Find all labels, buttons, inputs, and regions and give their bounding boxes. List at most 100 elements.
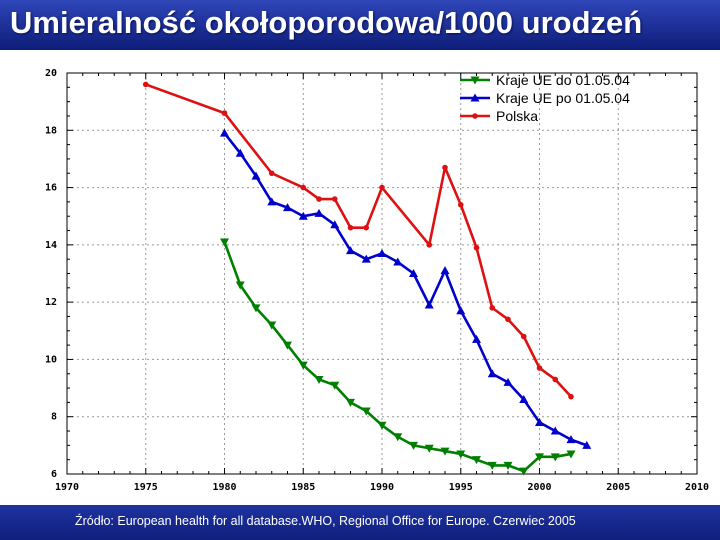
data-point <box>220 238 229 247</box>
legend-label: Polska <box>496 108 538 124</box>
data-point <box>347 224 354 231</box>
data-point <box>520 333 527 340</box>
data-point <box>519 467 529 476</box>
data-point <box>235 281 245 290</box>
data-point <box>220 128 229 137</box>
legend-item: Kraje UE do 01.05.04 <box>460 72 630 88</box>
data-point <box>393 257 403 266</box>
data-point <box>456 450 466 459</box>
legend-item: Kraje UE po 01.05.04 <box>460 90 630 106</box>
series-1 <box>220 238 576 476</box>
data-point <box>331 196 338 202</box>
data-point <box>503 377 513 386</box>
data-point <box>472 334 481 343</box>
data-point <box>487 369 497 378</box>
data-point <box>377 421 387 430</box>
data-point <box>251 304 261 313</box>
data-point <box>503 461 513 470</box>
data-point <box>298 211 308 220</box>
y-tick-label: 12 <box>45 297 57 308</box>
y-tick-label: 14 <box>45 240 57 251</box>
data-point <box>536 365 543 371</box>
x-tick-label: 2010 <box>685 482 709 493</box>
data-point <box>300 184 307 191</box>
data-point <box>361 407 371 416</box>
data-point <box>251 171 261 180</box>
data-point <box>424 444 434 453</box>
data-point <box>267 321 277 330</box>
x-tick-label: 1980 <box>212 482 236 493</box>
data-point <box>267 197 277 206</box>
data-point <box>582 440 592 449</box>
data-point <box>283 203 292 212</box>
footer-bar: Źródło: European health for all database… <box>0 505 720 540</box>
series-layer <box>142 81 592 476</box>
data-point <box>473 244 480 251</box>
chart-container: 1970 1975 1980 1985 1990 1995 2000 2005 2010 6 8 10… <box>0 58 720 503</box>
data-point <box>442 164 448 171</box>
data-point <box>379 184 385 191</box>
data-point <box>314 208 324 217</box>
data-point <box>424 300 434 309</box>
data-point <box>440 266 450 275</box>
data-point <box>298 361 308 370</box>
data-point <box>489 305 496 311</box>
data-point <box>346 246 355 255</box>
series-line <box>223 132 588 447</box>
data-point <box>568 393 574 400</box>
data-point <box>316 196 322 202</box>
y-tick-label: 18 <box>45 125 57 136</box>
data-point <box>566 435 576 444</box>
data-point <box>470 93 480 102</box>
data-point <box>393 433 403 442</box>
data-point <box>268 170 275 177</box>
data-point <box>535 417 544 426</box>
x-tick-label: 2000 <box>527 482 551 493</box>
data-point <box>472 113 478 119</box>
data-point <box>426 242 433 248</box>
data-point <box>552 376 559 383</box>
grid-layer <box>66 72 698 475</box>
data-point <box>314 375 324 384</box>
line-chart: 1970 1975 1980 1985 1990 1995 2000 2005 2010 6 8 10… <box>45 68 709 493</box>
data-point <box>361 254 371 263</box>
x-tick-label: 1975 <box>134 482 158 493</box>
page-title: Umieralność okołoporodowa/1000 urodzeń <box>10 5 643 40</box>
legend-label: Kraje UE po 01.05.04 <box>496 90 630 106</box>
y-tick-label: 10 <box>45 354 57 365</box>
data-point <box>409 269 418 277</box>
data-point <box>457 201 464 208</box>
data-point <box>346 398 355 407</box>
data-point <box>221 110 228 116</box>
data-point <box>519 395 529 404</box>
data-point <box>456 306 466 315</box>
data-point <box>330 220 340 229</box>
data-point <box>235 148 245 157</box>
x-tick-label: 1990 <box>370 482 394 493</box>
y-tick-label: 16 <box>45 183 57 194</box>
y-tick-label: 8 <box>51 412 57 423</box>
data-point <box>363 224 370 231</box>
data-point <box>550 426 560 435</box>
data-point <box>409 441 418 450</box>
series-2 <box>220 128 592 449</box>
y-tick-label: 20 <box>45 68 57 79</box>
data-point <box>535 453 544 462</box>
y-tick-label: 6 <box>51 469 57 480</box>
axis-layer: 1970 1975 1980 1985 1990 1995 2000 2005 2010 6 8 10… <box>45 68 709 493</box>
legend-item: Polska <box>460 108 538 124</box>
x-tick-label: 2005 <box>606 482 630 493</box>
legend-label: Kraje UE do 01.05.04 <box>496 72 630 88</box>
plot-frame-border <box>66 72 698 475</box>
legend: Kraje UE do 01.05.04 Kraje UE po 01.05.04… <box>460 72 630 124</box>
data-point <box>283 341 292 350</box>
data-point <box>505 316 511 323</box>
x-tick-label: 1985 <box>291 482 315 493</box>
data-point <box>377 248 387 257</box>
data-point <box>330 381 340 390</box>
data-point <box>487 461 497 470</box>
series-line <box>145 83 572 398</box>
data-point <box>566 450 576 459</box>
data-point <box>470 76 480 85</box>
data-point <box>440 447 450 456</box>
